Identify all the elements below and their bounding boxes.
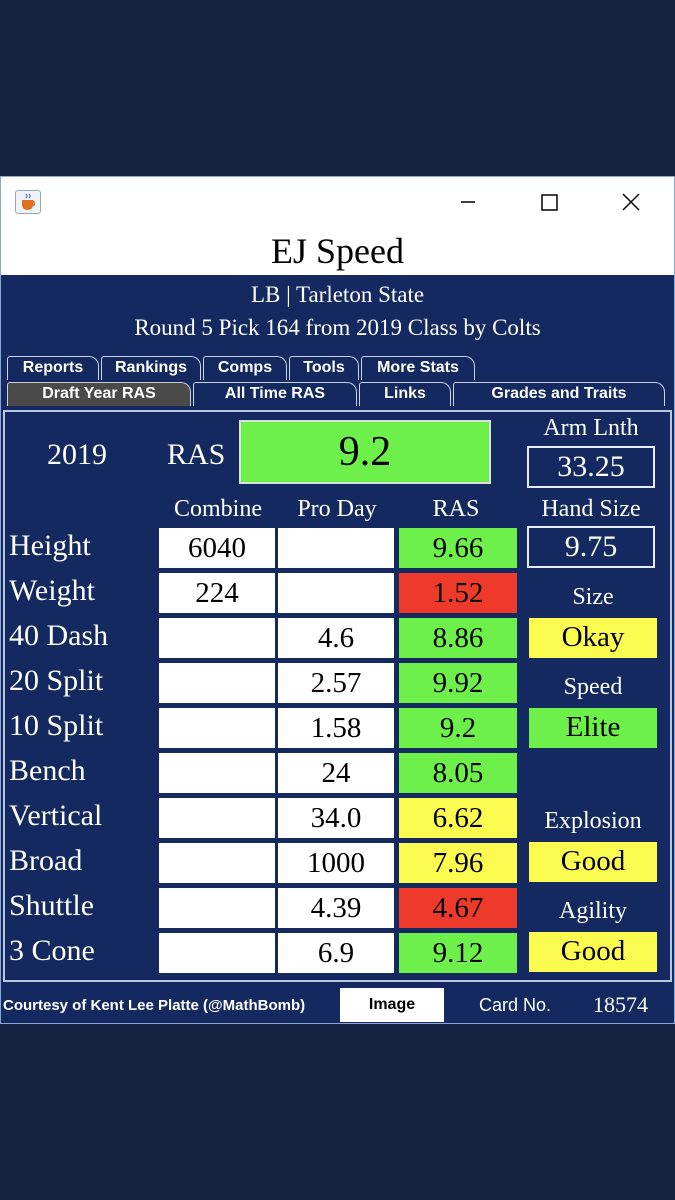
speed-grade-label: Speed <box>563 674 623 700</box>
tab-tools[interactable]: Tools <box>289 356 359 380</box>
ras-score-cell: 7.96 <box>397 841 519 885</box>
col-header-ras: RAS <box>432 496 480 522</box>
image-button[interactable]: Image <box>340 988 444 1022</box>
ras-label: RAS <box>167 438 226 471</box>
explosion-grade-label: Explosion <box>544 808 642 834</box>
arm-length-value: 33.25 <box>527 446 655 488</box>
tab-reports[interactable]: Reports <box>7 356 99 380</box>
title-bar: EJ Speed <box>1 177 674 275</box>
card-number-label: Card No. <box>479 995 552 1015</box>
position-school: LB | Tarleton State <box>250 282 425 307</box>
pro-day-cell <box>276 526 396 570</box>
draft-year-ras-panel: 2019 RAS 9.2 Arm Lnth 33.25 Combine Pro … <box>3 410 672 982</box>
pro-day-cell: 4.39 <box>276 886 396 930</box>
size-grade-label: Size <box>572 584 614 610</box>
ras-score-cell: 8.86 <box>397 616 519 660</box>
row-label: Bench <box>9 754 86 787</box>
combine-cell <box>157 931 277 975</box>
row-label: 40 Dash <box>9 619 109 652</box>
tab-grades-and-traits[interactable]: Grades and Traits <box>453 382 665 406</box>
pro-day-cell: 24 <box>276 751 396 795</box>
row-label: 20 Split <box>9 664 104 697</box>
close-icon[interactable] <box>616 187 646 217</box>
row-label: Weight <box>9 574 95 607</box>
ras-score-cell: 4.67 <box>397 886 519 930</box>
pro-day-cell: 1.58 <box>276 706 396 750</box>
tab-comps[interactable]: Comps <box>203 356 287 380</box>
ras-score-cell: 9.92 <box>397 661 519 705</box>
hand-size-label: Hand Size <box>541 496 641 522</box>
ras-score-cell: 9.12 <box>397 931 519 975</box>
player-name: EJ Speed <box>271 231 404 271</box>
col-header-pro-day: Pro Day <box>297 496 377 522</box>
app-window: EJ Speed LB | Tarleton State Round 5 Pic… <box>0 176 675 1024</box>
combine-cell <box>157 886 277 930</box>
arm-length-label: Arm Lnth <box>543 415 639 441</box>
tab-all-time-ras[interactable]: All Time RAS <box>193 382 357 406</box>
combine-cell <box>157 616 277 660</box>
pro-day-cell: 2.57 <box>276 661 396 705</box>
combine-cell <box>157 661 277 705</box>
overall-ras-score: 9.2 <box>239 420 491 484</box>
pro-day-cell: 4.6 <box>276 616 396 660</box>
ras-score-cell: 9.2 <box>397 706 519 750</box>
row-label: 3 Cone <box>9 934 95 967</box>
row-label: Broad <box>9 844 83 877</box>
pro-day-cell: 6.9 <box>276 931 396 975</box>
row-label: 10 Split <box>9 709 104 742</box>
combine-cell: 224 <box>157 571 277 615</box>
row-label: Vertical <box>9 799 103 832</box>
combine-cell <box>157 751 277 795</box>
credit-text: Courtesy of Kent Lee Platte (@MathBomb) <box>3 997 306 1014</box>
explosion-grade-value: Good <box>529 842 657 882</box>
row-label: Shuttle <box>9 889 95 922</box>
combine-cell <box>157 706 277 750</box>
combine-cell <box>157 796 277 840</box>
maximize-icon[interactable] <box>534 187 564 217</box>
ras-score-cell: 6.62 <box>397 796 519 840</box>
minimize-icon[interactable] <box>453 187 483 217</box>
tab-links[interactable]: Links <box>359 382 451 406</box>
agility-grade-value: Good <box>529 932 657 972</box>
pro-day-cell: 34.0 <box>276 796 396 840</box>
col-header-combine: Combine <box>174 496 262 522</box>
ras-score-cell: 8.05 <box>397 751 519 795</box>
java-cup-icon <box>15 190 41 214</box>
combine-cell: 6040 <box>157 526 277 570</box>
card-number-value: 18574 <box>593 992 648 1017</box>
ras-score-cell: 1.52 <box>397 571 519 615</box>
pro-day-cell: 1000 <box>276 841 396 885</box>
row-label: Height <box>9 529 91 562</box>
ras-score-cell: 9.66 <box>397 526 519 570</box>
speed-grade-value: Elite <box>529 708 657 748</box>
tab-more-stats[interactable]: More Stats <box>361 356 475 380</box>
hand-size-value: 9.75 <box>527 526 655 568</box>
agility-grade-label: Agility <box>558 898 627 924</box>
draft-info: Round 5 Pick 164 from 2019 Class by Colt… <box>134 315 541 340</box>
combine-cell <box>157 841 277 885</box>
draft-year: 2019 <box>47 438 107 471</box>
tab-rankings[interactable]: Rankings <box>101 356 201 380</box>
pro-day-cell <box>276 571 396 615</box>
tab-draft-year-ras[interactable]: Draft Year RAS <box>7 382 191 406</box>
size-grade-value: Okay <box>529 618 657 658</box>
